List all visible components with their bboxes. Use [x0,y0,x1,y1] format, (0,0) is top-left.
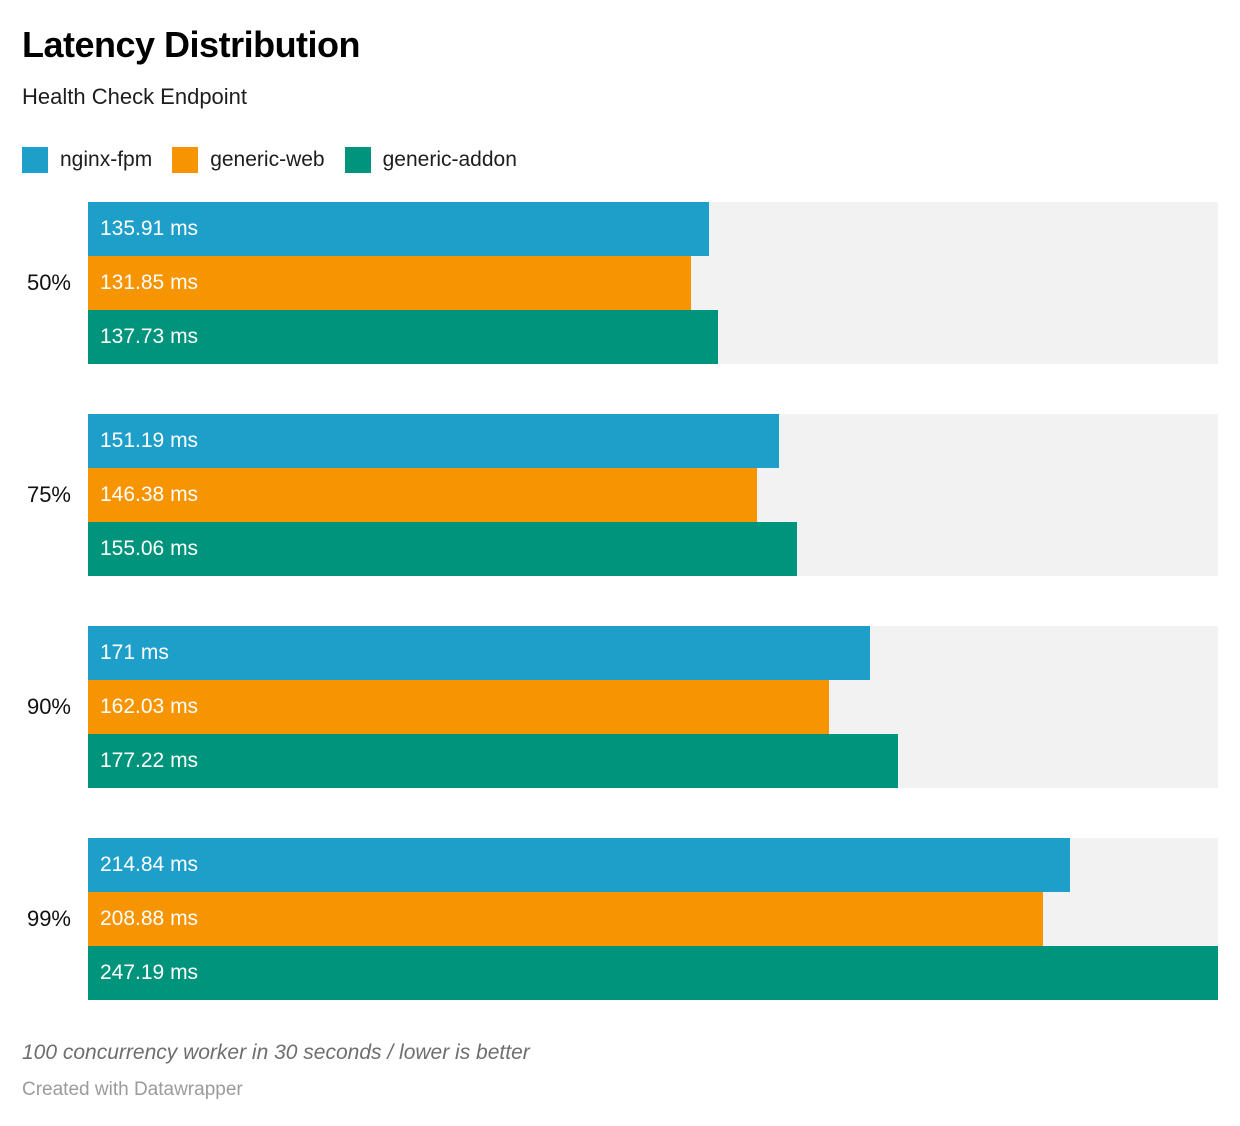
bar-track: 247.19 ms [88,946,1218,1000]
legend-label: nginx-fpm [60,148,153,171]
bar-generic-addon: 155.06 ms [88,522,797,576]
bar-value-label: 137.73 ms [100,325,199,348]
bar-nginx-fpm: 135.91 ms [88,202,710,256]
bar-value-label: 171 ms [100,641,169,664]
footnote: 100 concurrency worker in 30 seconds / l… [22,1041,530,1064]
bar-nginx-fpm: 171 ms [88,626,870,680]
category-label: 90% [26,694,71,719]
bar-track: 131.85 ms [88,256,1218,310]
bar-track: 162.03 ms [88,680,1218,734]
bar-group-rows: 135.91 ms 131.85 ms 137.73 ms [88,202,1218,364]
bar-track: 208.88 ms [88,892,1218,946]
bar-group-75pct: 75% 151.19 ms 146.38 ms 155.06 ms [22,414,1218,576]
bar-track: 151.19 ms [88,414,1218,468]
bar-nginx-fpm: 151.19 ms [88,414,780,468]
bar-value-label: 131.85 ms [100,271,199,294]
bar-value-label: 151.19 ms [100,429,199,452]
category-label: 99% [26,906,71,931]
bar-group-rows: 171 ms 162.03 ms 177.22 ms [88,626,1218,788]
attribution: Created with Datawrapper [22,1079,243,1100]
bar-value-label: 247.19 ms [100,961,199,984]
bar-generic-web: 162.03 ms [88,680,829,734]
bar-value-label: 214.84 ms [100,853,199,876]
bar-track: 155.06 ms [88,522,1218,576]
legend-label: generic-addon [382,148,517,171]
legend-swatch-icon [172,147,199,173]
bar-generic-addon: 247.19 ms [88,946,1218,1000]
bar-value-label: 135.91 ms [100,217,199,240]
bar-generic-web: 131.85 ms [88,256,691,310]
bar-value-label: 162.03 ms [100,695,199,718]
legend-item-generic-addon: generic-addon [344,147,517,173]
category-label: 50% [26,270,71,295]
bar-track: 146.38 ms [88,468,1218,522]
bar-track: 135.91 ms [88,202,1218,256]
bar-generic-web: 208.88 ms [88,892,1043,946]
bar-group-99pct: 99% 214.84 ms 208.88 ms 247.19 ms [22,838,1218,1000]
bar-group-rows: 151.19 ms 146.38 ms 155.06 ms [88,414,1218,576]
chart-subtitle: Health Check Endpoint [22,84,248,109]
bar-group-50pct: 50% 135.91 ms 131.85 ms 137.73 ms [22,202,1218,364]
category-label: 75% [26,482,71,507]
bar-value-label: 208.88 ms [100,907,199,930]
bar-track: 171 ms [88,626,1218,680]
bar-generic-addon: 137.73 ms [88,310,718,364]
legend-swatch-icon [344,147,371,173]
bar-generic-addon: 177.22 ms [88,734,899,788]
legend-swatch-icon [22,147,48,173]
legend-item-nginx-fpm: nginx-fpm [22,147,152,173]
bar-group-90pct: 90% 171 ms 162.03 ms 177.22 ms [22,626,1218,788]
bar-track: 177.22 ms [88,734,1218,788]
legend: nginx-fpm generic-web generic-addon [22,146,1218,174]
legend-item-generic-web: generic-web [172,147,325,173]
chart-title: Latency Distribution [22,24,361,65]
bar-generic-web: 146.38 ms [88,468,758,522]
bar-value-label: 155.06 ms [100,537,199,560]
bar-track: 214.84 ms [88,838,1218,892]
bar-chart: 50% 135.91 ms 131.85 ms 137.73 ms 75% 151.19 … [22,202,1218,1000]
bar-value-label: 146.38 ms [100,483,199,506]
bar-group-rows: 214.84 ms 208.88 ms 247.19 ms [88,838,1218,1000]
bar-nginx-fpm: 214.84 ms [88,838,1071,892]
legend-label: generic-web [210,148,325,171]
bar-value-label: 177.22 ms [100,749,199,772]
bar-track: 137.73 ms [88,310,1218,364]
